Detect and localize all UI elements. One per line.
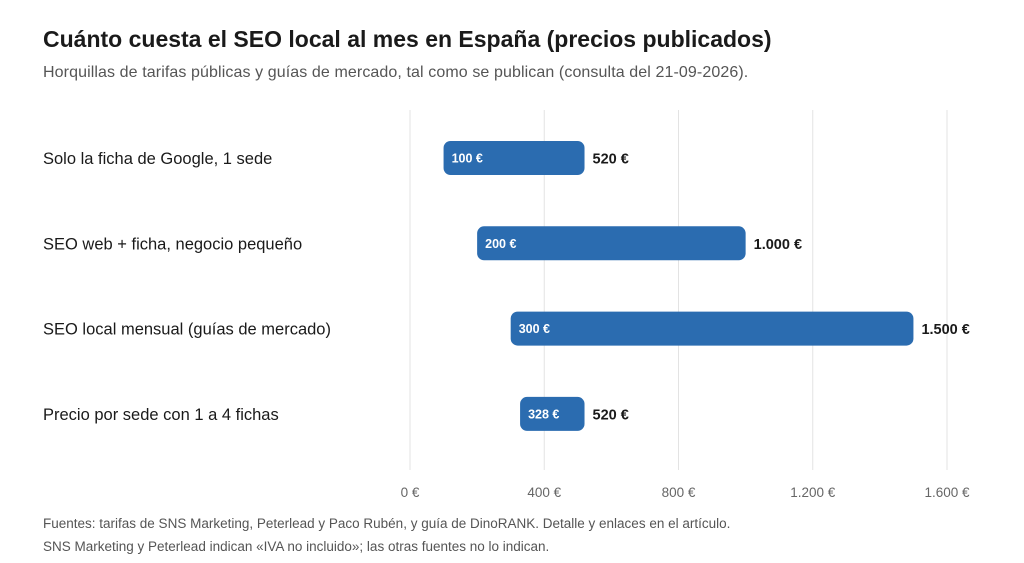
category-label: SEO local mensual (guías de mercado) (43, 321, 331, 339)
x-tick-label: 0 € (401, 485, 420, 500)
category-label: SEO web + ficha, negocio pequeño (43, 235, 302, 253)
max-value-label: 520 € (593, 407, 629, 423)
x-tick-label: 400 € (527, 485, 561, 500)
range-bar (520, 396, 585, 431)
min-value-label: 328 € (528, 407, 559, 421)
footnote-vat: SNS Marketing y Peterlead indican «IVA n… (43, 539, 550, 554)
category-label: Precio por sede con 1 a 4 fichas (43, 406, 279, 424)
x-tick-label: 800 € (662, 485, 696, 500)
min-value-label: 200 € (485, 237, 516, 251)
x-tick-label: 1.200 € (790, 485, 836, 500)
chart-title: Cuánto cuesta el SEO local al mes en Esp… (43, 26, 772, 52)
range-bar (510, 311, 914, 346)
min-value-label: 100 € (452, 152, 483, 166)
max-value-label: 1.000 € (754, 237, 802, 253)
max-value-label: 1.500 € (921, 322, 969, 338)
range-bar (443, 141, 585, 175)
category-label: Solo la ficha de Google, 1 sede (43, 150, 272, 168)
x-tick-label: 1.600 € (924, 485, 970, 500)
min-value-label: 300 € (519, 322, 550, 336)
range-bar (477, 226, 746, 261)
chart-subtitle: Horquillas de tarifas públicas y guías d… (43, 64, 749, 81)
footnote-sources: Fuentes: tarifas de SNS Marketing, Peter… (43, 516, 731, 531)
max-value-label: 520 € (593, 152, 629, 168)
